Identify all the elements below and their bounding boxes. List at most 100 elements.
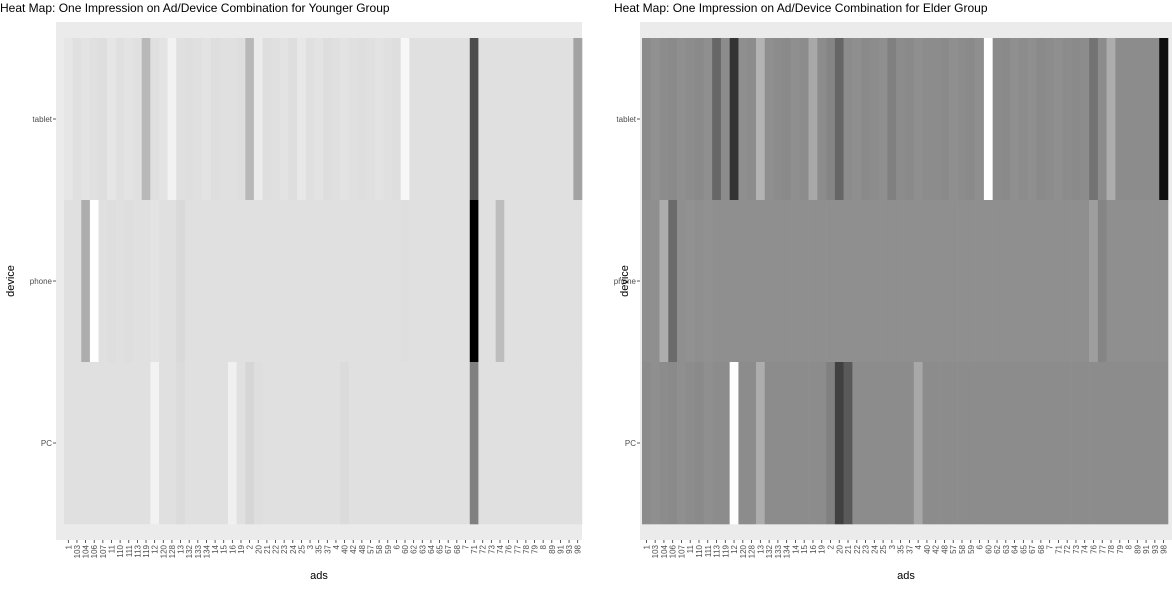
- x-tick-label: 16: [228, 544, 237, 553]
- heatmap-cell: [1132, 200, 1142, 363]
- heatmap-cell: [966, 200, 976, 363]
- heatmap-cell: [150, 362, 160, 525]
- heatmap-cell: [383, 362, 393, 525]
- chart-title: Heat Map: One Impression on Ad/Device Co…: [614, 1, 988, 15]
- x-tick-label: 120: [739, 544, 748, 558]
- heatmap-cell: [992, 200, 1002, 363]
- x-tick-label: 65: [436, 544, 445, 553]
- heatmap-cell: [1150, 38, 1160, 201]
- heatmap-cell: [738, 38, 748, 201]
- x-tick-label: 8: [539, 544, 548, 549]
- heatmap-cell: [905, 38, 915, 201]
- heatmap-cell: [521, 200, 531, 363]
- heatmap-cell: [1071, 38, 1081, 201]
- heatmap-cell: [843, 362, 853, 525]
- x-tick-label: 132: [185, 544, 194, 558]
- heatmap-cell: [115, 200, 125, 363]
- heatmap-cell: [685, 38, 695, 201]
- heatmap-cell: [755, 200, 766, 363]
- heatmap-cell: [107, 362, 117, 525]
- heatmap-cell: [764, 362, 774, 525]
- heatmap-cell: [262, 200, 272, 363]
- heatmap-cell: [124, 362, 134, 525]
- heatmap-cell: [685, 362, 695, 525]
- x-tick-label: 63: [418, 544, 427, 553]
- heatmap-cell: [791, 38, 801, 201]
- heatmap-cell: [896, 362, 906, 525]
- heatmap-cell: [712, 362, 722, 525]
- heatmap-cell: [1027, 362, 1037, 525]
- heatmap-cell: [107, 38, 117, 201]
- heatmap-cell: [668, 200, 678, 363]
- heatmap-cell: [896, 200, 906, 363]
- heatmap-cell: [905, 362, 915, 525]
- heatmap-cell: [1010, 362, 1020, 525]
- x-tick-label: 74: [1081, 544, 1090, 553]
- heatmap-cell: [305, 362, 315, 525]
- x-axis-title: ads: [310, 570, 328, 582]
- x-tick-label: 91: [556, 544, 565, 553]
- heatmap-cell: [366, 362, 376, 525]
- heatmap-cell: [469, 200, 479, 363]
- heatmap-cell: [547, 362, 557, 525]
- heatmap-cell: [150, 38, 160, 201]
- x-tick-label: 8: [1125, 544, 1134, 549]
- heatmap-cell: [659, 362, 669, 525]
- heatmap-cell: [1036, 362, 1046, 525]
- heatmap-cell: [141, 38, 151, 201]
- heatmap-cell: [357, 38, 367, 201]
- x-tick-label: 103: [73, 544, 82, 558]
- heatmap-cell: [913, 38, 923, 201]
- heatmap-cell: [202, 38, 212, 201]
- heatmap-cell: [642, 200, 652, 363]
- heatmap-cell: [861, 362, 871, 525]
- heatmap-cell: [931, 38, 941, 201]
- heatmap-cell: [409, 200, 419, 363]
- heatmap-cell: [469, 362, 479, 525]
- heatmap-cell: [64, 200, 73, 363]
- heatmap-cell: [461, 38, 471, 201]
- heatmap-cell: [202, 200, 212, 363]
- heatmap-cell: [228, 38, 237, 201]
- heatmap-cell: [193, 362, 203, 525]
- heatmap-cell: [236, 362, 246, 525]
- heatmap-cell: [1159, 362, 1169, 525]
- x-tick-label: 65: [1019, 544, 1028, 553]
- heatmap-cell: [1159, 38, 1169, 201]
- heatmap-cell: [1036, 38, 1046, 201]
- heatmap-cell: [773, 200, 783, 363]
- heatmap-cell: [869, 38, 879, 201]
- heatmap-cell: [461, 200, 471, 363]
- y-tick-label: tablet: [32, 115, 52, 124]
- heatmap-cell: [409, 38, 419, 201]
- x-tick-label: 111: [125, 544, 134, 557]
- heatmap-cell: [975, 200, 985, 363]
- x-tick-label: 22: [272, 544, 281, 553]
- heatmap-cell: [1141, 200, 1151, 363]
- heatmap-cell: [478, 200, 488, 363]
- heatmap-cell: [504, 362, 514, 525]
- heatmap-cell: [184, 200, 194, 363]
- heatmap-cell: [1089, 200, 1099, 363]
- heatmap-cell: [374, 362, 384, 525]
- x-tick-label: 106: [669, 544, 678, 558]
- x-tick-label: 72: [479, 544, 488, 553]
- x-tick-label: 128: [748, 544, 757, 558]
- heatmap-cell: [694, 200, 704, 363]
- heatmap-cell: [773, 362, 783, 525]
- x-tick-label: 2: [246, 544, 255, 549]
- x-tick-label: 72: [1063, 544, 1072, 553]
- heatmap-cell: [314, 38, 324, 201]
- x-tick-label: 64: [1011, 544, 1020, 553]
- heatmap-cell: [89, 200, 99, 363]
- heatmap-cell: [852, 200, 862, 363]
- heatmap-cell: [133, 200, 142, 363]
- heatmap-cell: [685, 200, 695, 363]
- heatmap-cell: [861, 38, 871, 201]
- x-tick-label: 19: [818, 544, 827, 553]
- x-tick-label: 12: [730, 544, 739, 553]
- heatmap-cell: [948, 200, 958, 363]
- heatmap-cell: [712, 38, 722, 201]
- heatmap-cell: [297, 38, 307, 201]
